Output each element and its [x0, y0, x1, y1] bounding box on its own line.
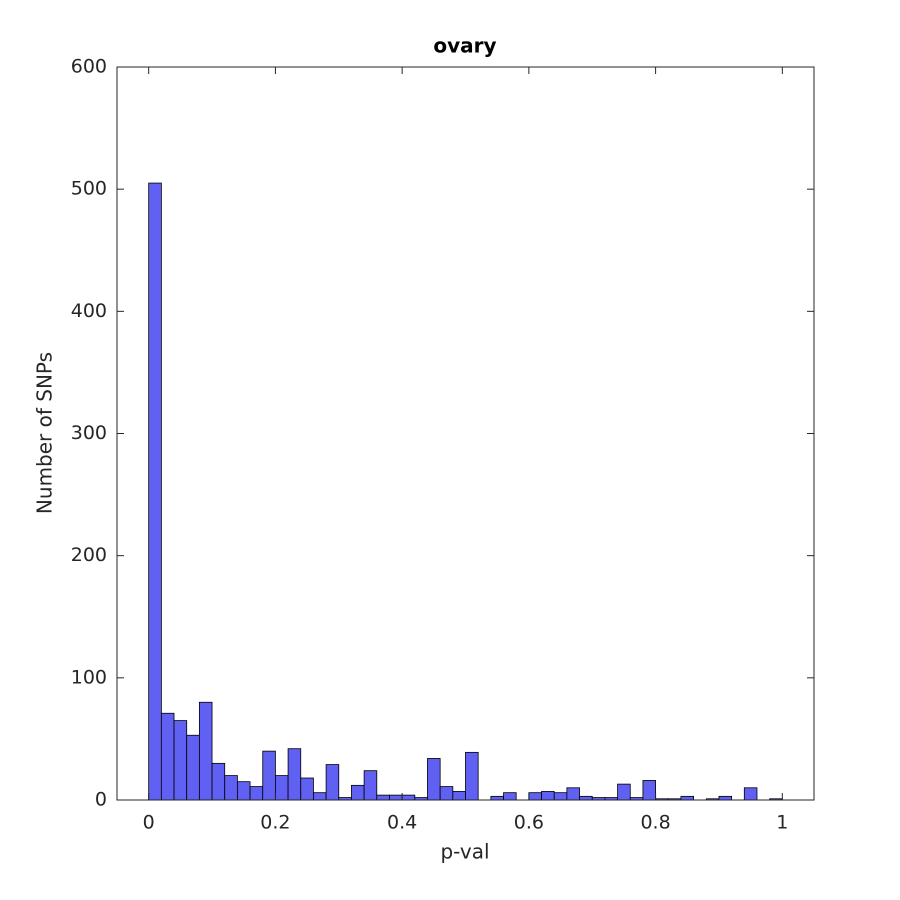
bar: [528, 792, 542, 801]
y-tick-label: 400: [71, 300, 107, 322]
x-axis-label: p-val: [440, 840, 489, 864]
bar: [275, 775, 289, 801]
bar: [325, 764, 340, 801]
bar: [553, 792, 568, 801]
bar: [389, 794, 403, 801]
bar: [617, 783, 631, 801]
bar: [160, 712, 175, 801]
bar: [363, 770, 378, 801]
bar: [680, 795, 695, 801]
y-tick-label: 0: [95, 789, 107, 811]
bar: [287, 748, 302, 801]
bar: [186, 734, 200, 801]
y-tick-label: 300: [71, 422, 107, 444]
bar: [148, 182, 162, 801]
bar: [313, 792, 327, 801]
bar: [173, 720, 188, 801]
bar: [642, 780, 656, 801]
bar: [566, 787, 580, 801]
bar: [401, 794, 416, 801]
bar: [236, 781, 251, 801]
bar: [300, 777, 314, 801]
bar: [224, 775, 238, 801]
bar: [427, 758, 441, 801]
bar: [262, 750, 276, 801]
bar: [718, 795, 733, 801]
y-tick-label: 100: [71, 666, 107, 688]
bar: [579, 795, 593, 801]
bar: [249, 786, 264, 801]
y-tick-label: 200: [71, 544, 107, 566]
x-tick-label: 0.4: [387, 812, 417, 834]
y-tick-label: 500: [71, 178, 107, 200]
bar: [211, 762, 226, 801]
bar: [198, 701, 213, 801]
x-tick-label: 0: [143, 812, 155, 834]
bar: [376, 794, 390, 801]
y-axis-label: Number of SNPs: [33, 352, 57, 514]
bar: [541, 791, 555, 801]
bar: [743, 787, 758, 801]
y-tick-label: 600: [71, 56, 107, 78]
x-tick-label: 0.2: [260, 812, 290, 834]
x-tick-label: 1: [776, 812, 788, 834]
x-tick-label: 0.8: [640, 812, 670, 834]
bar: [465, 751, 479, 801]
bar: [490, 795, 504, 801]
bar: [351, 784, 365, 801]
bar: [503, 792, 517, 801]
bar: [439, 786, 454, 801]
bar: [452, 791, 466, 801]
chart-title: ovary: [433, 34, 496, 58]
x-tick-label: 0.6: [514, 812, 544, 834]
